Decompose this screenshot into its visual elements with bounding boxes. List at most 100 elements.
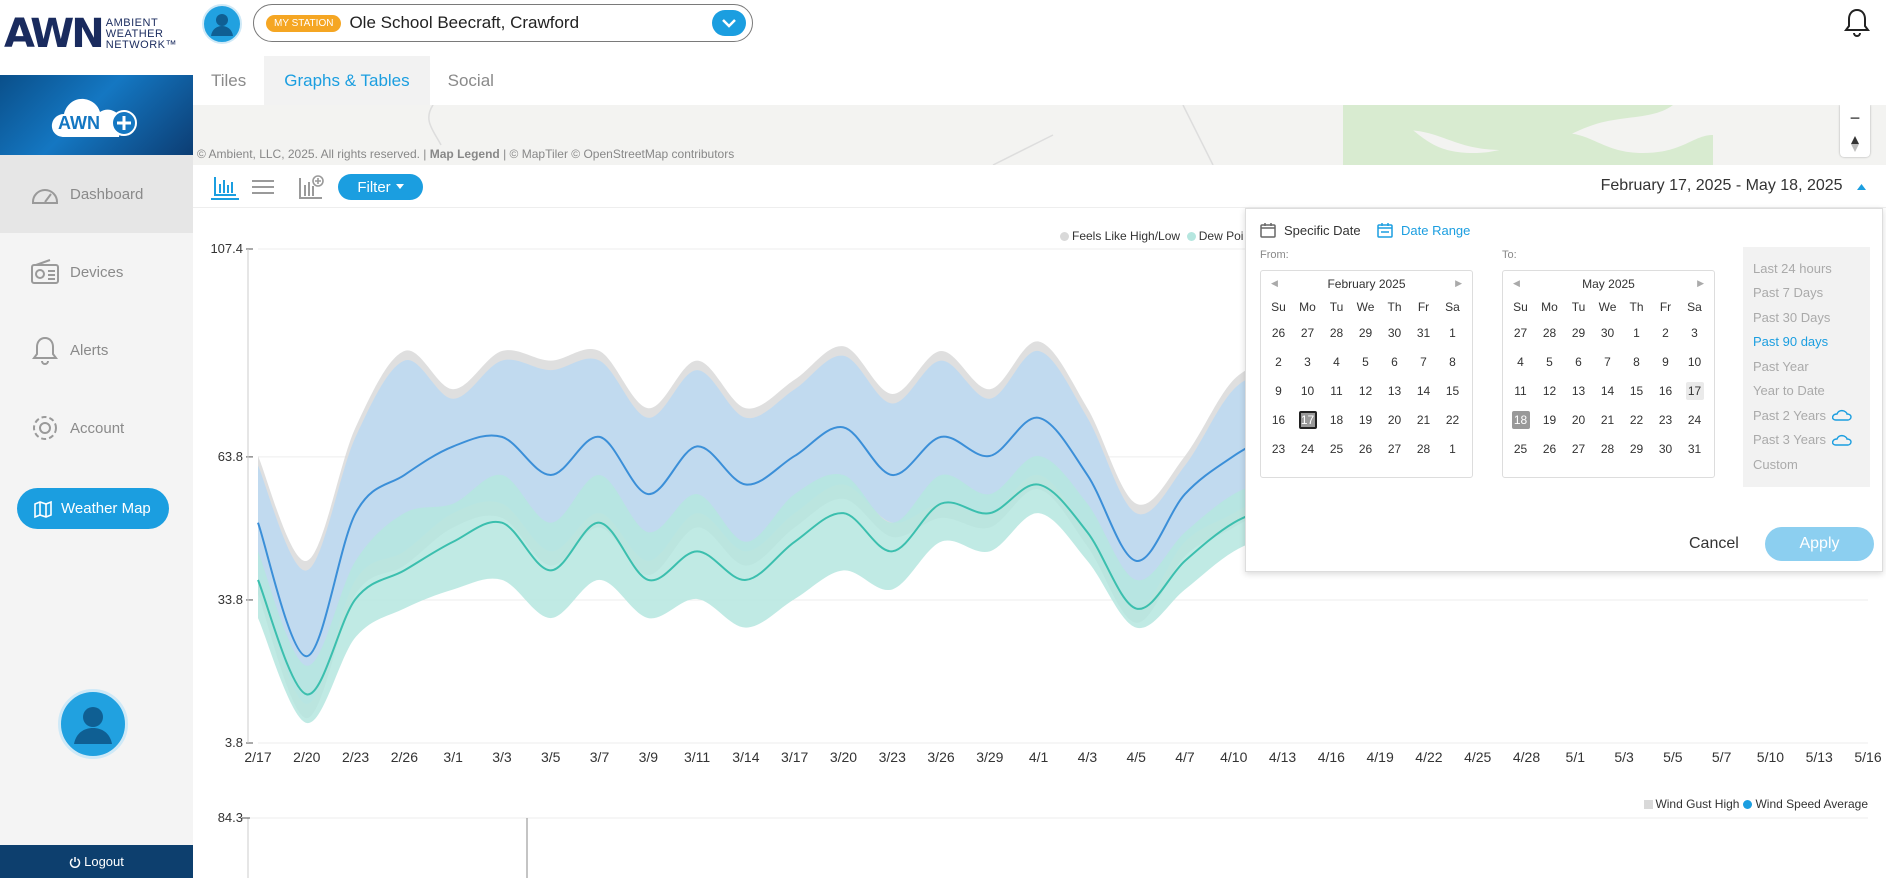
calendar-day[interactable]: 31 (1409, 318, 1438, 347)
preset-option[interactable]: Past Year (1743, 354, 1870, 379)
awn-plus-banner[interactable]: AWN (0, 75, 193, 155)
calendar-day[interactable]: 13 (1380, 376, 1409, 405)
calendar-day[interactable]: 25 (1322, 434, 1351, 463)
calendar-day[interactable]: 14 (1409, 376, 1438, 405)
calendar-day[interactable]: 16 (1264, 405, 1293, 434)
calendar-day[interactable]: 6 (1380, 347, 1409, 376)
awn-logo[interactable]: AWN AMBIENT WEATHER NETWORK™ (4, 14, 177, 54)
logout-button[interactable]: Logout (0, 845, 193, 878)
calendar-day[interactable]: 26 (1264, 318, 1293, 347)
calendar-day[interactable]: 27 (1506, 318, 1535, 347)
calendar-day[interactable]: 5 (1535, 347, 1564, 376)
calendar-day[interactable]: 31 (1680, 434, 1709, 463)
calendar-day[interactable]: 30 (1651, 434, 1680, 463)
calendar-day[interactable]: 28 (1593, 434, 1622, 463)
calendar-day[interactable]: 24 (1680, 405, 1709, 434)
sidebar-item-devices[interactable]: Devices (0, 233, 193, 311)
calendar-day[interactable]: 27 (1564, 434, 1593, 463)
notifications-bell-icon[interactable] (1843, 8, 1871, 43)
calendar-day[interactable]: 23 (1651, 405, 1680, 434)
preset-option[interactable]: Custom (1743, 452, 1870, 477)
calendar-day[interactable]: 13 (1564, 376, 1593, 405)
user-avatar[interactable] (58, 689, 128, 759)
calendar-day[interactable]: 3 (1293, 347, 1322, 376)
sidebar-item-account[interactable]: Account (0, 389, 193, 467)
calendar-day[interactable]: 18 (1506, 405, 1535, 434)
tab-graphs-tables[interactable]: Graphs & Tables (264, 56, 430, 105)
next-month-button[interactable]: ▶ (1455, 278, 1462, 288)
preset-option[interactable]: Past 2 Years (1743, 403, 1870, 428)
calendar-day[interactable]: 11 (1322, 376, 1351, 405)
preset-option[interactable]: Past 3 Years (1743, 428, 1870, 453)
preset-option[interactable]: Past 7 Days (1743, 281, 1870, 306)
calendar-day[interactable]: 8 (1622, 347, 1651, 376)
preset-option[interactable]: Year to Date (1743, 379, 1870, 404)
calendar-day[interactable]: 8 (1438, 347, 1467, 376)
next-month-button[interactable]: ▶ (1697, 278, 1704, 288)
station-selector[interactable]: MY STATION Ole School Beecraft, Crawford (253, 4, 753, 42)
station-avatar[interactable] (202, 4, 242, 44)
calendar-day[interactable]: 30 (1380, 318, 1409, 347)
calendar-day[interactable]: 21 (1409, 405, 1438, 434)
calendar-day[interactable]: 29 (1351, 318, 1380, 347)
apply-button[interactable]: Apply (1765, 527, 1874, 561)
cancel-button[interactable]: Cancel (1689, 535, 1739, 552)
sidebar-item-dashboard[interactable]: Dashboard (0, 155, 193, 233)
calendar-day[interactable]: 15 (1622, 376, 1651, 405)
prev-month-button[interactable]: ◀ (1513, 278, 1520, 288)
calendar-day[interactable]: 29 (1622, 434, 1651, 463)
calendar-day[interactable]: 3 (1680, 318, 1709, 347)
sidebar-item-alerts[interactable]: Alerts (0, 311, 193, 389)
compass-reset-button[interactable] (1840, 131, 1870, 157)
calendar-day[interactable]: 19 (1351, 405, 1380, 434)
calendar-day[interactable]: 2 (1651, 318, 1680, 347)
station-dropdown-button[interactable] (712, 10, 746, 36)
calendar-day[interactable]: 28 (1535, 318, 1564, 347)
calendar-day[interactable]: 7 (1409, 347, 1438, 376)
calendar-day[interactable]: 22 (1622, 405, 1651, 434)
date-range-toggle[interactable]: February 17, 2025 - May 18, 2025 (1601, 177, 1866, 195)
legend-feels-like[interactable]: Feels Like High/Low (1072, 229, 1181, 243)
graph-view-icon[interactable] (211, 174, 239, 200)
calendar-day[interactable]: 30 (1593, 318, 1622, 347)
calendar-day[interactable]: 4 (1322, 347, 1351, 376)
calendar-day[interactable]: 19 (1535, 405, 1564, 434)
preset-option[interactable]: Last 24 hours (1743, 256, 1870, 281)
tab-tiles[interactable]: Tiles (211, 70, 247, 90)
calendar-day[interactable]: 20 (1564, 405, 1593, 434)
prev-month-button[interactable]: ◀ (1271, 278, 1278, 288)
calendar-day[interactable]: 11 (1506, 376, 1535, 405)
calendar-day[interactable]: 16 (1651, 376, 1680, 405)
table-view-icon[interactable] (249, 174, 277, 200)
calendar-day[interactable]: 26 (1535, 434, 1564, 463)
calendar-day[interactable]: 25 (1506, 434, 1535, 463)
weather-map-button[interactable]: Weather Map (17, 488, 169, 529)
calendar-day[interactable]: 18 (1322, 405, 1351, 434)
calendar-day[interactable]: 28 (1322, 318, 1351, 347)
calendar-day[interactable]: 28 (1409, 434, 1438, 463)
calendar-day[interactable]: 15 (1438, 376, 1467, 405)
legend-wind-speed[interactable]: Wind Speed Average (1755, 797, 1868, 811)
date-range-option[interactable]: Date Range (1377, 222, 1470, 238)
calendar-day[interactable]: 27 (1293, 318, 1322, 347)
tab-social[interactable]: Social (447, 70, 494, 90)
calendar-day[interactable]: 10 (1293, 376, 1322, 405)
legend-dew-point[interactable]: Dew Poi (1198, 229, 1244, 243)
add-graph-icon[interactable] (297, 174, 325, 200)
filter-button[interactable]: Filter (338, 174, 423, 200)
calendar-day[interactable]: 23 (1264, 434, 1293, 463)
calendar-day[interactable]: 7 (1593, 347, 1622, 376)
calendar-day[interactable]: 1 (1622, 318, 1651, 347)
calendar-day[interactable]: 2 (1264, 347, 1293, 376)
calendar-day[interactable]: 29 (1564, 318, 1593, 347)
weather-map-strip[interactable]: © Ambient, LLC, 2025. All rights reserve… (193, 105, 1886, 165)
preset-option[interactable]: Past 90 days (1743, 330, 1870, 355)
specific-date-option[interactable]: Specific Date (1260, 222, 1361, 238)
calendar-day[interactable]: 17 (1293, 405, 1322, 434)
calendar-day[interactable]: 1 (1438, 318, 1467, 347)
calendar-day[interactable]: 10 (1680, 347, 1709, 376)
calendar-day[interactable]: 12 (1535, 376, 1564, 405)
calendar-day[interactable]: 12 (1351, 376, 1380, 405)
calendar-day[interactable]: 9 (1264, 376, 1293, 405)
calendar-day[interactable]: 24 (1293, 434, 1322, 463)
